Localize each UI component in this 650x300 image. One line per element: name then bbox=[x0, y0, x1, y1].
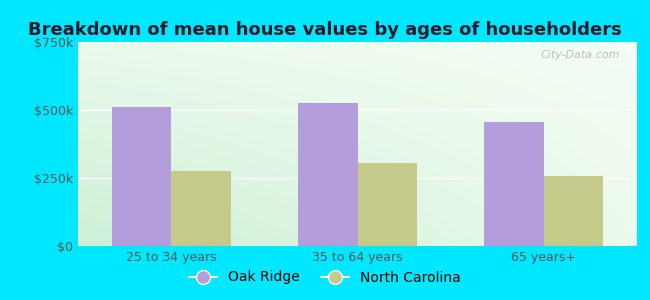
Bar bbox=[358, 163, 417, 246]
Text: City-Data.com: City-Data.com bbox=[541, 50, 620, 60]
Bar bbox=[298, 103, 358, 246]
Bar bbox=[544, 176, 603, 246]
Bar bbox=[484, 122, 544, 246]
Legend: Oak Ridge, North Carolina: Oak Ridge, North Carolina bbox=[184, 265, 466, 290]
Bar bbox=[112, 107, 171, 246]
Text: Breakdown of mean house values by ages of householders: Breakdown of mean house values by ages o… bbox=[28, 21, 622, 39]
Bar bbox=[171, 171, 231, 246]
